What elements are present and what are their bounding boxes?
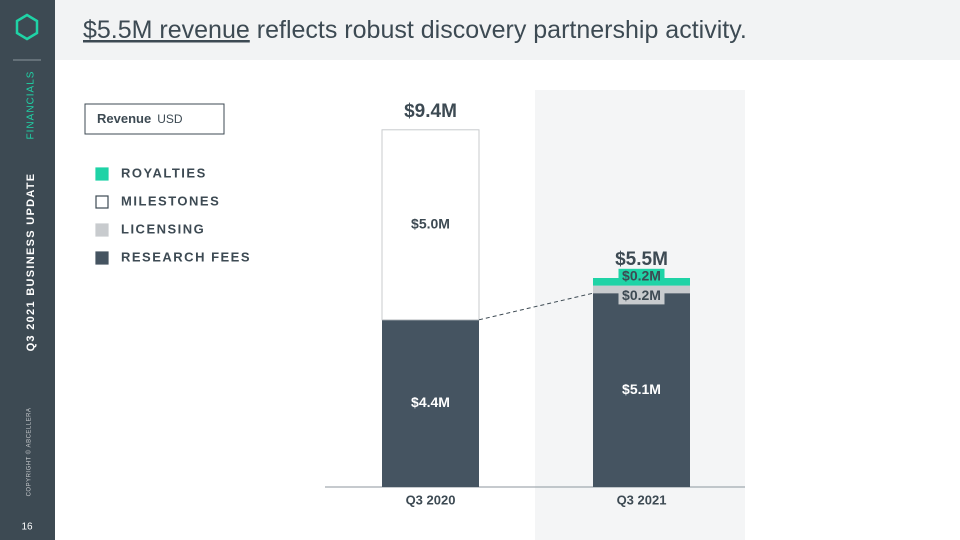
title-bar: [55, 0, 960, 60]
value-label: $0.2M: [622, 268, 661, 284]
legend-label: ROYALTIES: [121, 165, 207, 180]
legend-unit: USD: [157, 112, 183, 126]
value-label: $0.2M: [622, 287, 661, 303]
legend-title-box: [84, 103, 225, 135]
value-label: $4.4M: [411, 394, 450, 410]
legend-title: Revenue USD: [97, 111, 183, 126]
title-rest: reflects robust discovery partnership ac…: [257, 16, 747, 44]
copyright: COPYRIGHT © ABCELLERA: [26, 408, 33, 497]
legend-label: MILESTONES: [121, 193, 220, 208]
sidebar: [0, 0, 55, 540]
value-label: $5.1M: [622, 381, 661, 397]
title-lead: $5.5M revenue: [83, 16, 250, 44]
legend-label: RESEARCH FEES: [121, 249, 251, 264]
bar-segment: [593, 293, 690, 487]
legend-label: LICENSING: [121, 221, 205, 236]
bar-segment: [382, 319, 479, 487]
bar-segment: [381, 129, 480, 321]
legend-swatch: [95, 167, 109, 181]
connector: [478, 292, 594, 321]
x-tick-label: Q3 2021: [617, 492, 667, 507]
section-label: FINANCIALS: [26, 71, 37, 140]
total-label: $9.4M: [404, 101, 457, 122]
legend-title-text: Revenue: [97, 111, 151, 126]
legend-swatch: [95, 223, 109, 237]
value-label-bg: [618, 268, 665, 285]
x-tick-label: Q3 2020: [406, 492, 456, 507]
value-label-bg: [618, 288, 665, 305]
legend-swatch: [95, 251, 109, 265]
value-label: $5.0M: [411, 216, 450, 232]
logo: [15, 13, 39, 41]
page-number: 16: [21, 522, 33, 533]
total-label: $5.5M: [615, 249, 668, 270]
legend-swatch: [95, 195, 109, 209]
slide-title: $5.5M revenue reflects robust discovery p…: [83, 16, 747, 44]
deck-label: Q3 2021 BUSINESS UPDATE: [25, 173, 37, 352]
